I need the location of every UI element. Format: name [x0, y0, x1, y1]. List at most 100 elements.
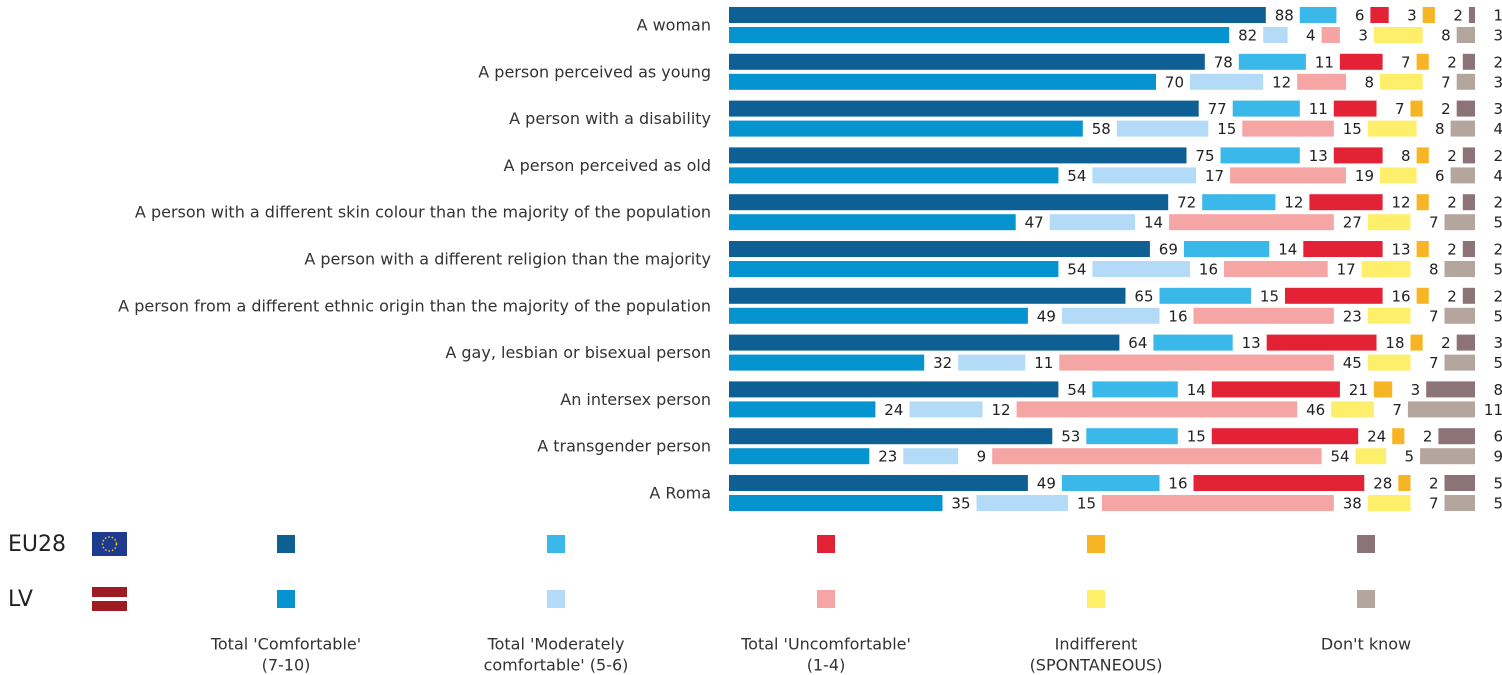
- bar-segment: [1309, 194, 1383, 211]
- value-label: 15: [1187, 428, 1206, 446]
- legend-swatch: [547, 535, 565, 553]
- value-label: 2: [1429, 475, 1439, 493]
- value-label: 54: [1331, 448, 1350, 466]
- value-label: 2: [1493, 147, 1502, 165]
- legend-label: Total 'Comfortable': [210, 635, 361, 654]
- value-label: 3: [1493, 73, 1502, 91]
- category-label: A person with a disability: [509, 109, 711, 128]
- value-label: 2: [1493, 194, 1502, 212]
- legend-swatch: [817, 535, 835, 553]
- value-label: 3: [1358, 27, 1368, 45]
- value-label: 54: [1067, 381, 1086, 399]
- value-label: 4: [1306, 27, 1316, 45]
- bar-segment: [909, 401, 983, 418]
- bar-segment: [1416, 241, 1429, 257]
- value-label: 15: [1260, 287, 1279, 305]
- bar-segment: [1370, 7, 1389, 23]
- bar-segment: [1016, 401, 1298, 418]
- bar-segment: [1092, 381, 1178, 398]
- value-label: 11: [1484, 401, 1502, 419]
- bar-segment: [729, 147, 1187, 164]
- value-label: 2: [1493, 53, 1502, 71]
- bar-segment: [729, 401, 876, 418]
- bar-segment: [729, 167, 1059, 184]
- bar-segment: [992, 448, 1322, 465]
- legend-swatch: [277, 535, 295, 553]
- value-label: 12: [992, 401, 1011, 419]
- category-label: A Roma: [649, 484, 711, 503]
- bar-segment: [1367, 307, 1411, 324]
- value-label: 54: [1067, 261, 1086, 279]
- legend-swatch: [1087, 535, 1105, 553]
- legend-group-label: LV: [8, 587, 33, 612]
- bar-segment: [1426, 381, 1475, 398]
- value-label: 3: [1493, 334, 1502, 352]
- bar-segment: [1410, 100, 1423, 117]
- legend-swatch: [547, 590, 565, 608]
- value-label: 58: [1092, 120, 1111, 138]
- bar-segment: [1462, 194, 1475, 211]
- bar-segment: [1242, 120, 1334, 137]
- value-label: 17: [1205, 167, 1224, 185]
- bar-segment: [1299, 7, 1337, 23]
- bar-segment: [1416, 53, 1429, 70]
- bar-segment: [1190, 73, 1264, 90]
- bar-segment: [1444, 475, 1475, 491]
- value-label: 88: [1275, 7, 1294, 25]
- legend-group-label: EU28: [8, 532, 66, 557]
- value-label: 3: [1411, 381, 1421, 399]
- value-label: 7: [1441, 73, 1451, 91]
- value-label: 64: [1128, 334, 1147, 352]
- bar-segment: [729, 120, 1083, 137]
- value-label: 2: [1441, 334, 1451, 352]
- bar-segment: [729, 194, 1169, 211]
- value-label: 78: [1214, 53, 1233, 71]
- bar-segment: [1407, 401, 1475, 418]
- value-label: 8: [1401, 147, 1411, 165]
- value-label: 2: [1493, 287, 1502, 305]
- value-label: 49: [1037, 475, 1056, 493]
- bar-segment: [903, 448, 959, 465]
- value-label: 69: [1159, 241, 1178, 259]
- value-label: 5: [1493, 495, 1502, 513]
- bar-segment: [1297, 73, 1346, 90]
- bar-segment: [1092, 167, 1197, 184]
- bar-segment: [1444, 261, 1475, 277]
- bar-segment: [1367, 120, 1417, 137]
- value-label: 2: [1447, 287, 1457, 305]
- bar-segment: [1444, 214, 1475, 231]
- value-label: 13: [1242, 334, 1261, 352]
- value-label: 14: [1187, 381, 1206, 399]
- value-label: 6: [1355, 7, 1365, 25]
- value-label: 12: [1392, 194, 1411, 212]
- bar-segment: [1153, 334, 1233, 351]
- bar-segment: [729, 381, 1059, 398]
- category-label: A person from a different ethnic origin …: [118, 296, 711, 315]
- bar-segment: [729, 354, 925, 371]
- bar-segment: [1462, 241, 1475, 257]
- value-label: 2: [1493, 241, 1502, 259]
- bar-segment: [729, 307, 1028, 324]
- bar-segment: [1462, 53, 1475, 70]
- bar-segment: [1333, 147, 1383, 164]
- value-label: 3: [1493, 100, 1502, 118]
- bar-segment: [1444, 354, 1475, 371]
- bar-segment: [1116, 120, 1209, 137]
- bar-segment: [1193, 475, 1365, 491]
- value-label: 5: [1493, 475, 1502, 493]
- value-label: 2: [1423, 428, 1433, 446]
- value-label: 5: [1493, 354, 1502, 372]
- bar-segment: [1059, 354, 1334, 371]
- value-label: 4: [1493, 167, 1502, 185]
- bar-segment: [729, 448, 870, 465]
- value-label: 15: [1077, 495, 1096, 513]
- bar-segment: [1102, 495, 1334, 511]
- bar-segment: [1331, 401, 1374, 418]
- value-label: 7: [1429, 214, 1439, 232]
- value-label: 2: [1441, 100, 1451, 118]
- legend-swatch: [277, 590, 295, 608]
- value-label: 38: [1343, 495, 1362, 513]
- bar-segment: [1416, 194, 1429, 211]
- value-label: 2: [1453, 7, 1463, 25]
- bar-segment: [1321, 27, 1340, 43]
